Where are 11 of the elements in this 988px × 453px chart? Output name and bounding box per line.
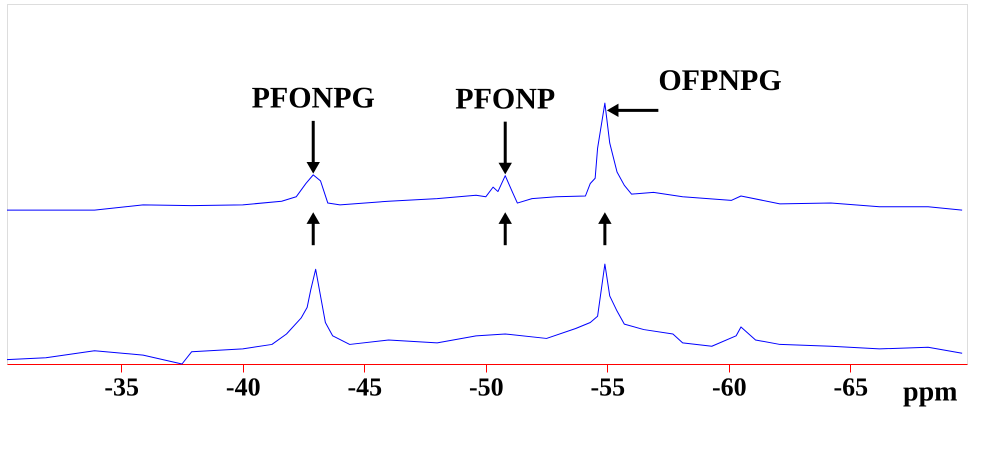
x-tick-label: -40 <box>226 372 261 402</box>
x-tick-label: -45 <box>347 372 382 402</box>
annotation: PFONP <box>455 82 556 116</box>
x-tick-label: -60 <box>712 372 747 402</box>
x-axis-title: ppm <box>903 376 958 408</box>
x-tick-label: -55 <box>590 372 626 402</box>
x-tick-label: -65 <box>834 372 868 402</box>
x-tick-label: -50 <box>468 372 504 402</box>
annotation: OFPNPG <box>658 64 782 97</box>
x-tick-label: -35 <box>104 372 140 402</box>
annotation: PFONPG <box>252 82 375 115</box>
